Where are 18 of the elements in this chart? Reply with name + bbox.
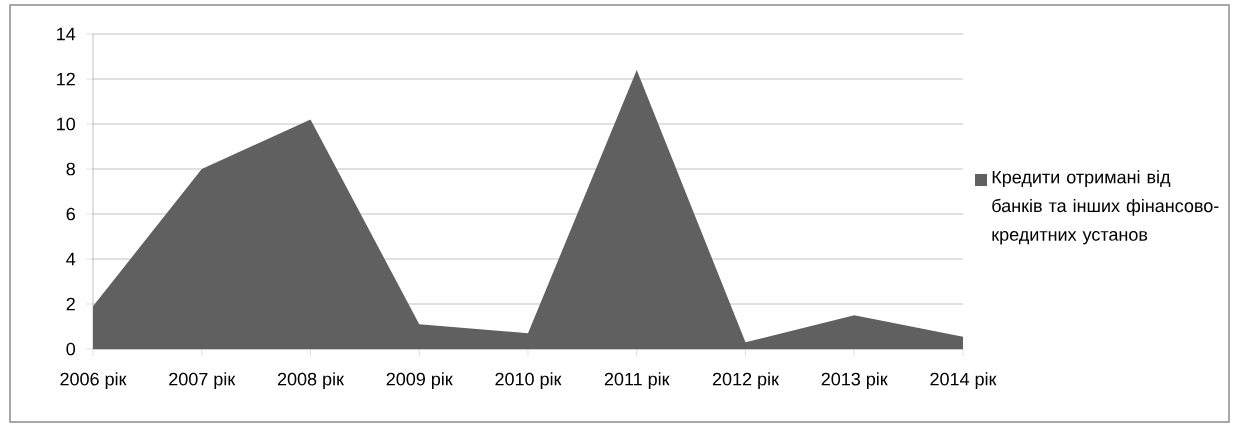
- x-tick-label: 2006 рік: [60, 372, 127, 390]
- x-tick-label: 2008 рік: [277, 372, 345, 390]
- x-tick-label: 2013 рік: [821, 372, 888, 390]
- x-tick-label: 2011 рік: [604, 372, 670, 390]
- y-tick-label: 10: [57, 117, 76, 131]
- x-tick-label: 2014 рік: [930, 372, 997, 390]
- y-tick-label: 12: [57, 72, 75, 86]
- y-tick-label: 2: [66, 297, 75, 311]
- y-tick-label: 4: [66, 252, 76, 266]
- legend-label: Кредити отримані від банків та інших фінансово-кредитних установ: [992, 170, 1219, 245]
- y-tick-label: 8: [66, 162, 75, 176]
- x-tick-label: 2009 рік: [386, 372, 453, 390]
- x-tick-label: 2012 рік: [712, 372, 780, 390]
- y-tick-label: 14: [57, 27, 76, 41]
- y-tick-label: 6: [66, 207, 75, 221]
- y-tick-label: 0: [66, 342, 76, 356]
- x-tick-label: 2010 рік: [495, 372, 562, 390]
- x-tick-label: 2007 рік: [169, 372, 236, 390]
